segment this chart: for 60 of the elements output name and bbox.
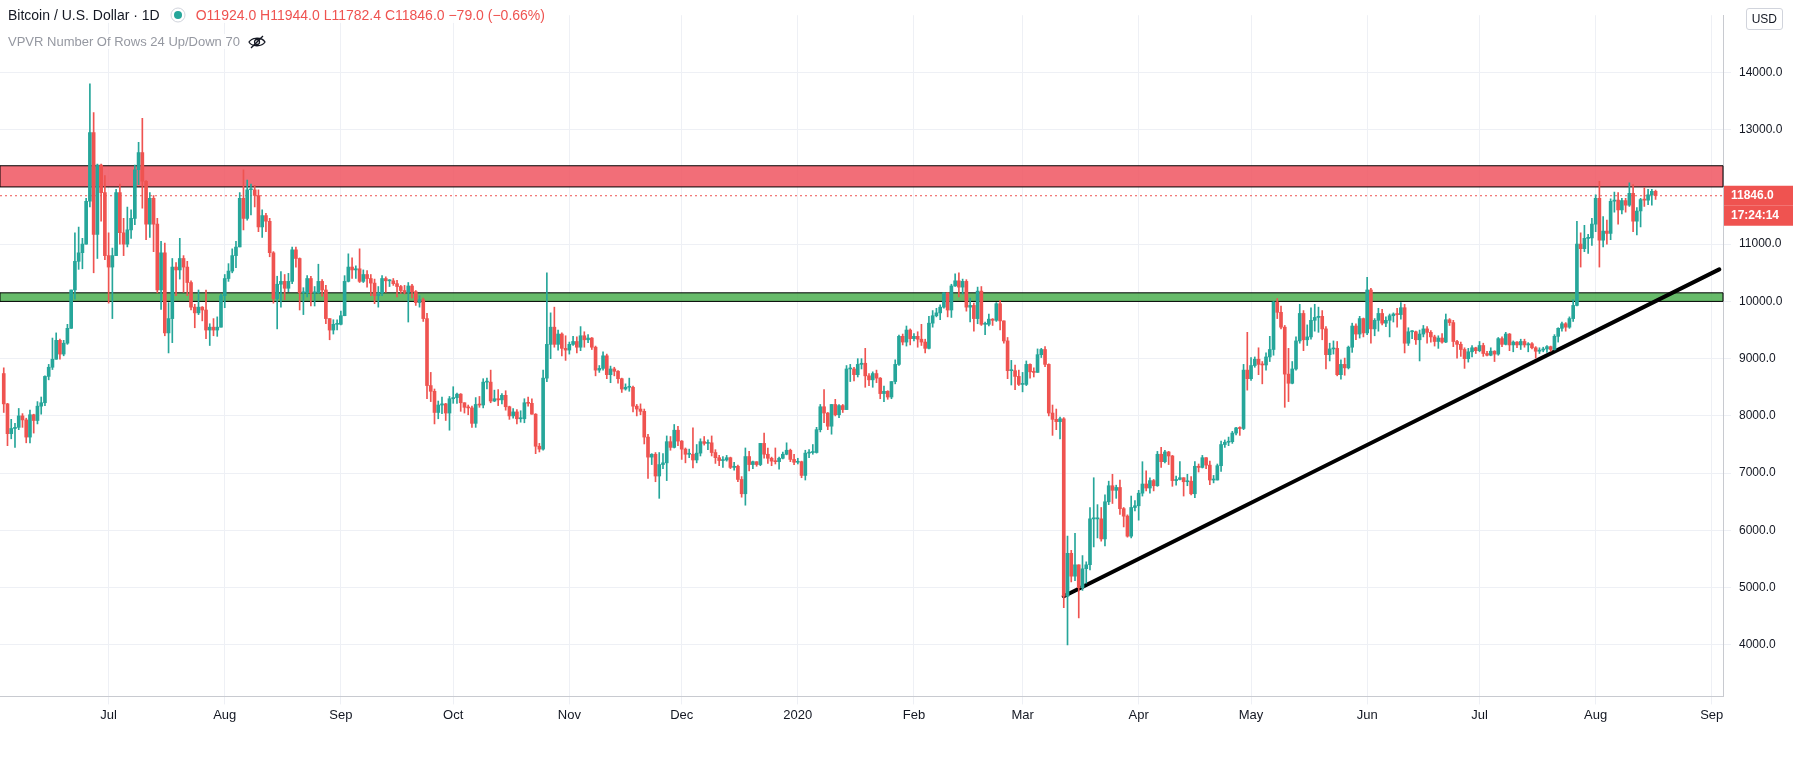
candlestick: [1009, 360, 1014, 386]
candlestick: [882, 385, 886, 402]
candlestick: [174, 262, 178, 297]
x-tick-label: Aug: [213, 706, 237, 722]
text: 17:24:14: [1731, 208, 1780, 223]
chart-title: Bitcoin / U.S. Dollar · 1D: [8, 7, 160, 23]
candlestick: [496, 389, 500, 406]
x-tick-label: Feb: [902, 706, 926, 722]
candlestick: [1174, 475, 1178, 486]
x-tick-label: Apr: [1128, 706, 1150, 722]
candlestick: [983, 321, 987, 335]
candlestick: [691, 427, 695, 469]
annotation: O11924.0 H11944.0 L11782.4 C11846.0 −79.0 (−0.66%): [195, 7, 545, 23]
x-tick-label: Dec: [670, 706, 694, 722]
x-tick-label: Sep: [1700, 706, 1724, 722]
candlestick: [649, 453, 654, 465]
candlestick: [249, 183, 253, 216]
y-tick-label: 10000.0: [1739, 293, 1783, 308]
y-tick-label: 5000.0: [1739, 579, 1777, 594]
x-tick-label: Aug: [1584, 706, 1608, 722]
x-tick-label: Oct: [443, 706, 464, 722]
candlestick: [1031, 367, 1036, 378]
candlestick: [687, 448, 692, 459]
candlestick: [732, 461, 736, 471]
x-tick-label: Mar: [1011, 706, 1035, 722]
y-tick-label: 8000.0: [1739, 408, 1777, 423]
candlestick: [1650, 188, 1654, 206]
candlestick: [383, 276, 388, 293]
candlestick: [1058, 416, 1062, 440]
x-tick-label: May: [1238, 706, 1264, 722]
x-tick-label: Jul: [100, 706, 118, 722]
candlestick: [721, 456, 725, 468]
x-tick-label: Jun: [1356, 706, 1378, 722]
candlestick: [1144, 470, 1148, 492]
y-tick-label: 4000.0: [1739, 637, 1777, 652]
x-tick-label: 2020: [783, 706, 813, 722]
candlestick: [1425, 326, 1429, 344]
x-tick-label: Jul: [1471, 706, 1488, 722]
y-tick-label: 6000.0: [1739, 522, 1777, 537]
ref-line-label: 11846.0: [1731, 188, 1775, 203]
text: USD: [1745, 8, 1783, 30]
candlestick: [395, 279, 399, 298]
candlestick: [335, 319, 339, 331]
candlestick: [1605, 219, 1609, 245]
candlestick: [657, 452, 662, 499]
y-tick-label: 9000.0: [1739, 350, 1777, 365]
candlestick: [354, 265, 358, 279]
candlestick: [350, 257, 354, 279]
candlestick: [627, 377, 632, 392]
y-tick-label: 13000.0: [1739, 122, 1783, 136]
y-tick-label: 7000.0: [1739, 465, 1777, 480]
x-tick-label: Nov: [557, 706, 582, 722]
candlestick: [706, 439, 710, 451]
y-tick-label: 14000.0: [1739, 64, 1783, 79]
y-tick-label: 11000.0: [1739, 236, 1782, 251]
x-tick-label: Sep: [329, 706, 353, 722]
annotation: VPVR Number Of Rows 24 Up/Down 70: [8, 34, 240, 49]
candlestick: [1342, 357, 1347, 376]
candlestick: [207, 323, 212, 346]
candlestick: [1395, 307, 1399, 328]
